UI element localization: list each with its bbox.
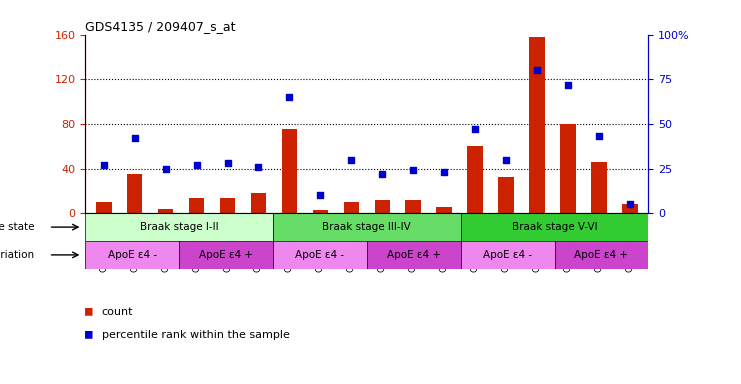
- Point: [438, 169, 450, 175]
- Bar: [405, 200, 421, 213]
- Bar: [622, 204, 637, 213]
- Bar: [250, 193, 266, 213]
- Bar: [498, 177, 514, 213]
- Bar: [461, 241, 554, 269]
- Point: [593, 133, 605, 139]
- Bar: [560, 124, 576, 213]
- Bar: [436, 207, 452, 213]
- Text: Braak stage I-II: Braak stage I-II: [140, 222, 219, 232]
- Point: [190, 162, 202, 168]
- Bar: [85, 213, 273, 241]
- Bar: [179, 241, 273, 269]
- Bar: [591, 162, 607, 213]
- Bar: [344, 202, 359, 213]
- Bar: [461, 213, 648, 241]
- Point: [129, 135, 141, 141]
- Text: ApoE ε4 -: ApoE ε4 -: [107, 250, 156, 260]
- Bar: [468, 146, 483, 213]
- Point: [500, 157, 512, 163]
- Bar: [529, 37, 545, 213]
- Text: Braak stage V-VI: Braak stage V-VI: [512, 222, 597, 232]
- Point: [160, 166, 172, 172]
- Text: disease state: disease state: [0, 222, 35, 232]
- Point: [562, 81, 574, 88]
- Text: ApoE ε4 +: ApoE ε4 +: [574, 250, 628, 260]
- Bar: [127, 174, 142, 213]
- Bar: [313, 210, 328, 213]
- Text: ApoE ε4 -: ApoE ε4 -: [296, 250, 345, 260]
- Point: [284, 94, 296, 100]
- Text: GDS4135 / 209407_s_at: GDS4135 / 209407_s_at: [85, 20, 236, 33]
- Point: [531, 67, 543, 73]
- Text: count: count: [102, 307, 133, 317]
- Point: [345, 157, 357, 163]
- Point: [98, 162, 110, 168]
- Bar: [96, 202, 111, 213]
- Point: [222, 160, 233, 166]
- Bar: [374, 200, 390, 213]
- Text: ApoE ε4 +: ApoE ε4 +: [387, 250, 441, 260]
- Point: [624, 201, 636, 207]
- Bar: [273, 241, 367, 269]
- Point: [408, 167, 419, 174]
- Text: percentile rank within the sample: percentile rank within the sample: [102, 330, 290, 340]
- Text: genotype/variation: genotype/variation: [0, 250, 35, 260]
- Bar: [554, 241, 648, 269]
- Bar: [367, 241, 461, 269]
- Bar: [158, 209, 173, 213]
- Bar: [273, 213, 461, 241]
- Bar: [189, 198, 205, 213]
- Text: ■: ■: [85, 304, 100, 317]
- Text: Braak stage III-IV: Braak stage III-IV: [322, 222, 411, 232]
- Bar: [220, 198, 236, 213]
- Bar: [282, 129, 297, 213]
- Point: [314, 192, 326, 199]
- Text: ■: ■: [85, 327, 100, 340]
- Point: [253, 164, 265, 170]
- Bar: [85, 241, 179, 269]
- Text: ApoE ε4 -: ApoE ε4 -: [483, 250, 532, 260]
- Point: [376, 171, 388, 177]
- Text: ApoE ε4 +: ApoE ε4 +: [199, 250, 253, 260]
- Point: [469, 126, 481, 132]
